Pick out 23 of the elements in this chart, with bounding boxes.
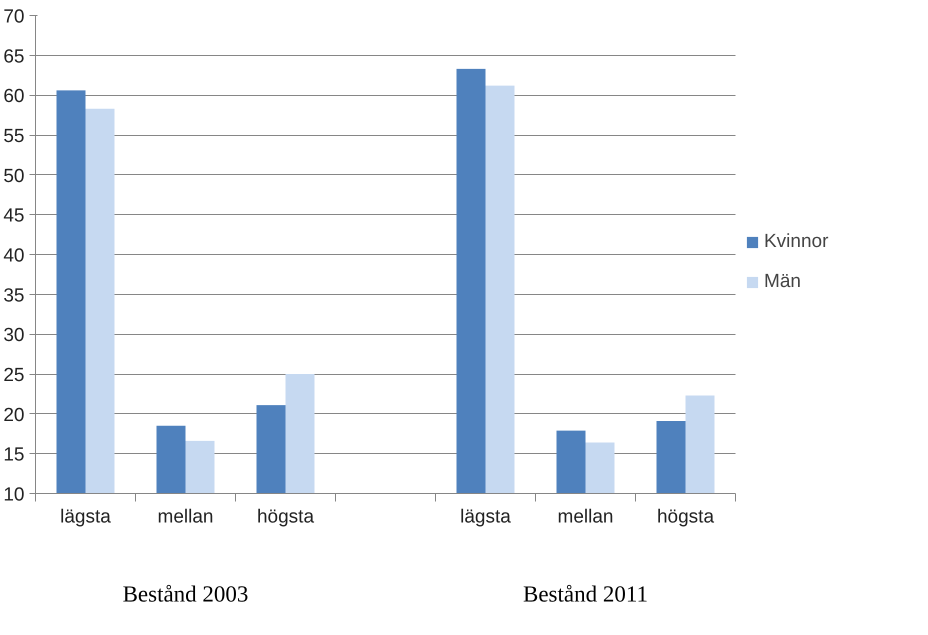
text: Bestånd 2011 [523, 582, 648, 606]
y-tick-label: 70 [3, 6, 25, 28]
text: Bestånd 2003 [122, 582, 248, 606]
x-tick-label: lägsta [460, 506, 512, 528]
y-tick-label: 10 [3, 484, 25, 506]
legend-label: Män [764, 271, 801, 293]
y-tick-label: 65 [3, 46, 25, 68]
y-tick-label: 45 [3, 206, 25, 227]
y-tick-label: 25 [3, 365, 25, 386]
y-tick-label: 35 [3, 285, 25, 306]
legend-label: Kvinnor [764, 231, 828, 253]
y-tick-label: 15 [3, 444, 25, 466]
y-tick-label: 20 [3, 404, 25, 426]
y-tick-label: 55 [3, 126, 25, 147]
x-tick-label: mellan [158, 506, 214, 528]
x-tick-label: lägsta [60, 506, 112, 528]
x-tick-label: mellan [558, 506, 614, 528]
y-tick-label: 50 [3, 166, 25, 187]
x-tick-label: högsta [256, 506, 314, 528]
y-tick-label: 60 [3, 86, 25, 108]
x-tick-label: högsta [656, 506, 714, 528]
y-tick-label: 40 [3, 246, 25, 266]
y-tick-label: 30 [3, 325, 25, 346]
